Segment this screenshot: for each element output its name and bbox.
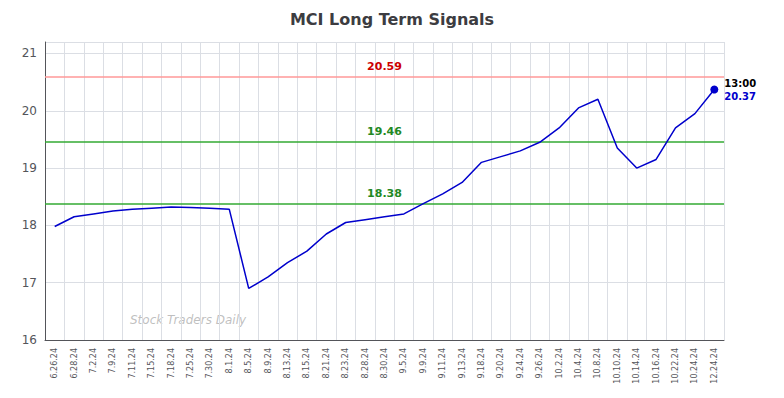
svg-text:7.2.24: 7.2.24 <box>89 348 98 373</box>
svg-text:7.11.24: 7.11.24 <box>128 348 137 379</box>
svg-text:20.59: 20.59 <box>367 60 402 73</box>
svg-text:6.26.24: 6.26.24 <box>50 348 59 379</box>
svg-text:9.24.24: 9.24.24 <box>516 348 525 379</box>
svg-text:8.28.24: 8.28.24 <box>361 348 370 379</box>
svg-text:10.22.24: 10.22.24 <box>671 348 680 384</box>
svg-text:8.1.24: 8.1.24 <box>225 348 234 373</box>
svg-text:8.13.24: 8.13.24 <box>283 348 292 379</box>
svg-text:18: 18 <box>22 218 37 232</box>
svg-text:12.24.24: 12.24.24 <box>710 348 719 384</box>
svg-text:6.28.24: 6.28.24 <box>70 348 79 379</box>
svg-text:10.10.24: 10.10.24 <box>613 348 622 384</box>
svg-text:16: 16 <box>22 333 37 347</box>
svg-text:10.4.24: 10.4.24 <box>574 348 583 379</box>
svg-text:Stock Traders Daily: Stock Traders Daily <box>130 313 247 327</box>
svg-text:10.16.24: 10.16.24 <box>652 348 661 384</box>
svg-text:8.21.24: 8.21.24 <box>322 348 331 379</box>
svg-text:7.30.24: 7.30.24 <box>205 348 214 379</box>
svg-text:9.13.24: 9.13.24 <box>458 348 467 379</box>
svg-text:18.38: 18.38 <box>367 187 402 200</box>
svg-text:9.20.24: 9.20.24 <box>496 348 505 379</box>
svg-text:20.37: 20.37 <box>724 91 756 102</box>
svg-text:MCI Long Term Signals: MCI Long Term Signals <box>290 10 494 29</box>
svg-text:20: 20 <box>22 104 37 118</box>
svg-text:9.5.24: 9.5.24 <box>399 348 408 373</box>
svg-text:10.14.24: 10.14.24 <box>632 348 641 384</box>
svg-text:17: 17 <box>22 276 37 290</box>
svg-text:13:00: 13:00 <box>724 78 756 89</box>
svg-text:7.18.24: 7.18.24 <box>167 348 176 379</box>
svg-text:7.25.24: 7.25.24 <box>186 348 195 379</box>
svg-text:9.18.24: 9.18.24 <box>477 348 486 379</box>
svg-text:8.5.24: 8.5.24 <box>244 348 253 373</box>
svg-text:8.9.24: 8.9.24 <box>264 348 273 373</box>
svg-text:21: 21 <box>22 46 37 60</box>
svg-text:10.2.24: 10.2.24 <box>555 348 564 379</box>
svg-text:19: 19 <box>22 161 37 175</box>
svg-text:8.30.24: 8.30.24 <box>380 348 389 379</box>
svg-text:8.23.24: 8.23.24 <box>341 348 350 379</box>
svg-text:10.24.24: 10.24.24 <box>690 348 699 384</box>
svg-text:8.15.24: 8.15.24 <box>302 348 311 379</box>
svg-text:10.8.24: 10.8.24 <box>593 348 602 379</box>
svg-text:7.15.24: 7.15.24 <box>147 348 156 379</box>
svg-text:9.26.24: 9.26.24 <box>535 348 544 379</box>
svg-text:9.9.24: 9.9.24 <box>419 348 428 373</box>
svg-text:7.9.24: 7.9.24 <box>108 348 117 373</box>
svg-text:19.46: 19.46 <box>367 125 402 138</box>
svg-text:9.11.24: 9.11.24 <box>438 348 447 379</box>
